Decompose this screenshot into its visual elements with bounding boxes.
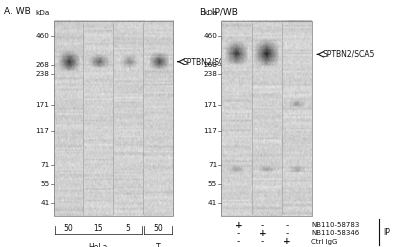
Text: 460: 460 [203,33,217,39]
Text: SPTBN2/SCA5: SPTBN2/SCA5 [322,50,375,59]
Text: NB110-58346: NB110-58346 [311,230,359,236]
Text: 117: 117 [36,128,50,134]
Text: 238: 238 [203,71,217,77]
Text: T: T [156,243,160,247]
Text: 55: 55 [40,181,50,187]
Text: SPTBN2/SCA5: SPTBN2/SCA5 [183,57,235,66]
Text: -: - [237,237,240,246]
Text: 171: 171 [36,102,50,108]
Text: kDa: kDa [203,10,217,16]
Text: -: - [237,229,240,238]
Text: 71: 71 [40,163,50,168]
Text: 55: 55 [208,181,217,187]
Text: -: - [285,229,288,238]
Text: 50: 50 [64,224,73,232]
Text: IP: IP [383,228,390,237]
Text: HeLa: HeLa [88,243,108,247]
Text: 460: 460 [36,33,50,39]
Text: 15: 15 [94,224,103,232]
Text: 268: 268 [203,62,217,68]
Text: B. IP/WB: B. IP/WB [200,7,238,16]
Text: A. WB: A. WB [4,7,31,16]
Text: NB110-58783: NB110-58783 [311,222,360,228]
Text: 41: 41 [208,200,217,206]
Text: 238: 238 [36,71,50,77]
Text: +: + [283,237,291,246]
Text: 268: 268 [36,62,50,68]
Text: 171: 171 [203,102,217,108]
Text: +: + [259,229,266,238]
Bar [54,21,173,216]
Bar [221,21,312,216]
Text: kDa: kDa [35,10,50,16]
Text: -: - [261,221,264,230]
Text: +: + [234,221,242,230]
Text: Ctrl IgG: Ctrl IgG [311,239,338,245]
Text: -: - [285,221,288,230]
Text: 71: 71 [208,163,217,168]
Text: 50: 50 [153,224,163,232]
Text: -: - [261,237,264,246]
Text: 41: 41 [40,200,50,206]
Text: 5: 5 [126,224,130,232]
Text: 117: 117 [203,128,217,134]
